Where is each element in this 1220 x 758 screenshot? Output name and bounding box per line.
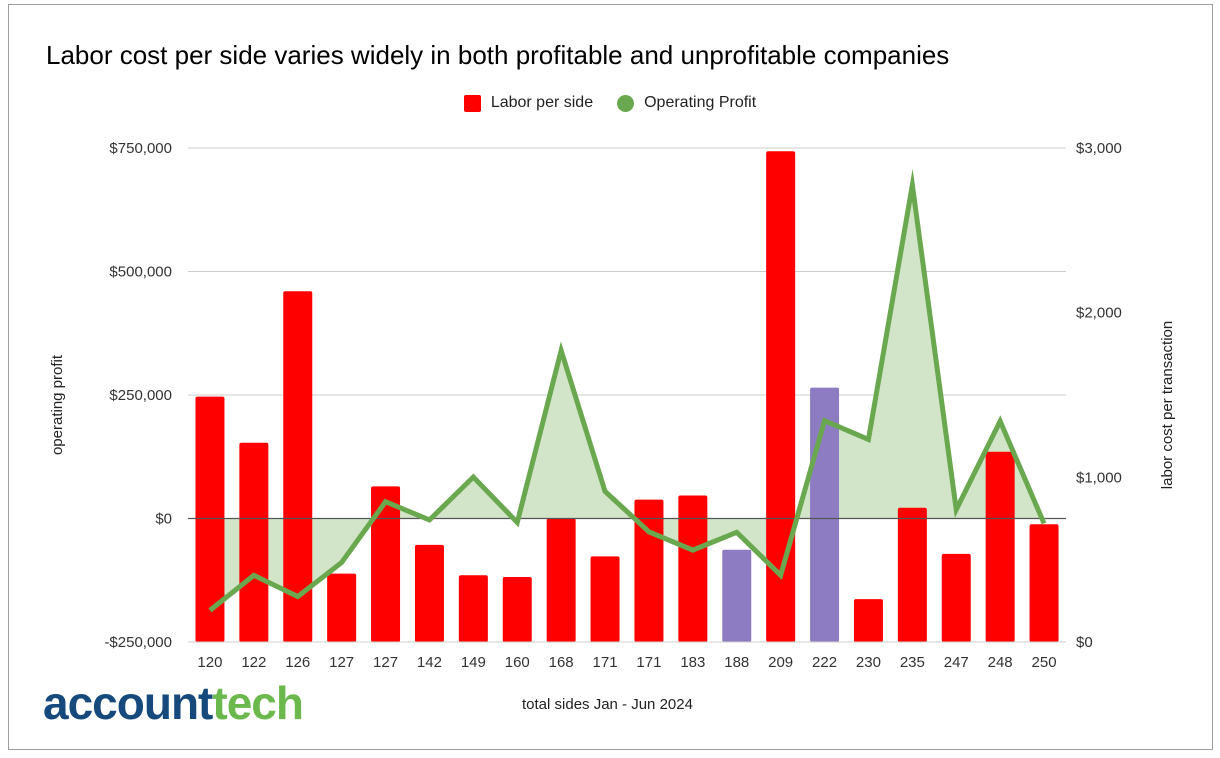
x-tick-label: 222: [812, 654, 837, 671]
labor-bars: [195, 151, 1059, 643]
logo-part-tech: tech: [212, 677, 304, 729]
bar-labor-per-side[interactable]: [722, 549, 752, 642]
x-axis-ticks: 120 122 126 127 127 142 149 160 168 171 171 183 188 2…: [197, 654, 1056, 671]
chart-title: Labor cost per side varies widely in bot…: [46, 40, 950, 70]
y-left-tick-label: -$250,000: [104, 634, 172, 651]
x-tick-label: 168: [549, 654, 574, 671]
bar-labor-per-side[interactable]: [1029, 524, 1059, 642]
legend: Labor per side Operating Profit: [0, 94, 1220, 112]
bar-labor-per-side[interactable]: [458, 575, 488, 642]
bar-labor-per-side[interactable]: [502, 576, 532, 642]
bar-labor-per-side[interactable]: [414, 544, 444, 642]
bar-labor-per-side[interactable]: [678, 495, 708, 642]
legend-item-labor[interactable]: Labor per side: [463, 94, 594, 112]
x-tick-label: 120: [197, 654, 222, 671]
x-tick-label: 122: [241, 654, 266, 671]
legend-label-profit: Operating Profit: [644, 94, 757, 111]
x-tick-label: 171: [593, 654, 618, 671]
x-axis-label: total sides Jan - Jun 2024: [522, 696, 693, 713]
y-axis-left-label: operating profit: [49, 354, 66, 455]
x-tick-label: 250: [1032, 654, 1057, 671]
x-tick-label: 127: [373, 654, 398, 671]
x-tick-label: 248: [988, 654, 1013, 671]
bar-labor-per-side[interactable]: [590, 556, 620, 642]
legend-swatch-labor: [463, 94, 481, 112]
y-left-tick-label: $250,000: [109, 387, 172, 404]
bar-labor-per-side[interactable]: [766, 151, 796, 642]
profit-line-path[interactable]: [208, 168, 1047, 613]
bar-labor-per-side[interactable]: [195, 396, 225, 642]
profit-line: [208, 168, 1047, 613]
y-left-tick-label: $0: [155, 511, 172, 528]
x-tick-label: 209: [768, 654, 793, 671]
y-right-tick-label: $2,000: [1076, 305, 1122, 322]
x-tick-label: 149: [461, 654, 486, 671]
bar-labor-per-side[interactable]: [897, 507, 927, 642]
bar-labor-per-side[interactable]: [546, 518, 576, 643]
y-left-tick-label: $750,000: [109, 140, 172, 157]
x-tick-label: 171: [636, 654, 661, 671]
y-axis-left-ticks: -$250,000 $0 $250,000 $500,000 $750,000: [104, 140, 172, 651]
y-right-tick-label: $0: [1076, 634, 1093, 651]
bar-labor-per-side[interactable]: [853, 599, 883, 642]
y-right-tick-label: $3,000: [1076, 140, 1122, 157]
bar-labor-per-side[interactable]: [941, 553, 971, 642]
x-tick-label: 247: [944, 654, 969, 671]
x-tick-label: 188: [724, 654, 749, 671]
logo-part-account: account: [43, 677, 213, 729]
y-right-tick-label: $1,000: [1076, 469, 1122, 486]
y-axis-right-ticks: $0 $1,000 $2,000 $3,000: [1076, 140, 1122, 651]
bar-labor-per-side[interactable]: [283, 291, 313, 642]
bar-labor-per-side[interactable]: [371, 486, 401, 642]
y-axis-right-label: labor cost per transaction: [1159, 321, 1176, 489]
x-tick-label: 127: [329, 654, 354, 671]
legend-item-profit[interactable]: Operating Profit: [617, 94, 756, 112]
x-tick-label: 142: [417, 654, 442, 671]
x-tick-label: 235: [900, 654, 925, 671]
bar-labor-per-side[interactable]: [239, 442, 269, 642]
legend-label-labor: Labor per side: [490, 94, 594, 111]
x-tick-label: 183: [680, 654, 705, 671]
y-left-tick-label: $500,000: [109, 264, 172, 281]
legend-swatch-profit: [617, 94, 635, 112]
bar-labor-per-side[interactable]: [327, 573, 357, 642]
zero-baseline: [188, 517, 1066, 643]
brand-logo: accounttech: [43, 676, 304, 730]
x-tick-label: 230: [856, 654, 881, 671]
bar-labor-per-side[interactable]: [985, 451, 1015, 642]
x-tick-label: 126: [285, 654, 310, 671]
x-tick-label: 160: [505, 654, 530, 671]
